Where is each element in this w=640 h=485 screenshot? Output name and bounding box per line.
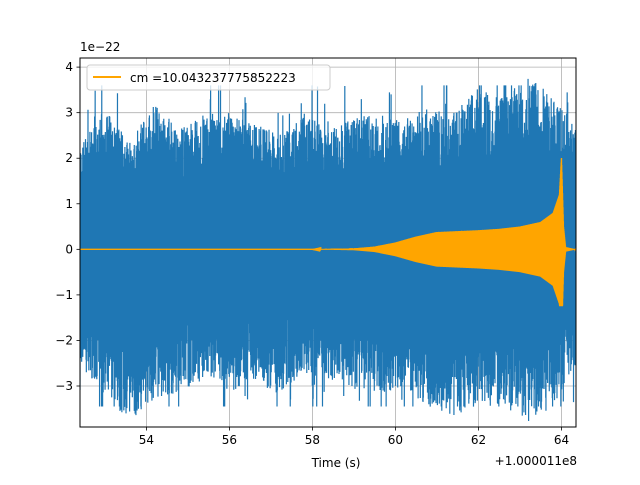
series-layer: [80, 78, 576, 422]
x-tick-label: 56: [222, 433, 237, 447]
x-offset-label: +1.000011e8: [495, 454, 577, 468]
x-axis-label: Time (s): [311, 456, 361, 470]
y-tick-label: 4: [65, 60, 73, 74]
y-tick-label: 1: [65, 197, 73, 211]
legend-label-chirp: cm =10.043237775852223: [130, 71, 296, 85]
y-tick-label: 3: [65, 106, 73, 120]
series-chirp-line: [80, 157, 576, 307]
y-tick-label: 0: [65, 242, 73, 256]
y-tick-label: −3: [55, 379, 73, 393]
x-tick-label: 62: [471, 433, 486, 447]
x-tick-label: 64: [554, 433, 569, 447]
x-tick-label: 54: [139, 433, 154, 447]
x-tick-label: 58: [305, 433, 320, 447]
legend-box: [86, 64, 331, 91]
y-scale-label: 1e−22: [80, 40, 120, 54]
series-noise-line: [80, 78, 576, 422]
x-tick-label: 60: [388, 433, 403, 447]
legend: cm =10.043237775852223: [86, 64, 331, 91]
plot-frame: [79, 57, 577, 428]
y-tick-label: −1: [55, 288, 73, 302]
y-tick-label: −2: [55, 333, 73, 347]
ticks-layer: 54 56 58 60 62 64 −3 −2 −1 0 1 2 3 4: [55, 60, 569, 447]
y-tick-label: 2: [65, 151, 73, 165]
